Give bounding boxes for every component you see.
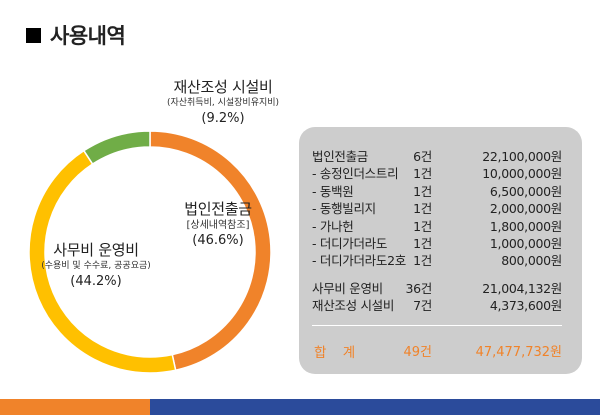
table-row: - 동행빌리지 1건 2,000,000원 — [312, 198, 572, 217]
row-count: 1건 — [413, 218, 432, 234]
row-name: 재산조성 시설비 — [312, 298, 395, 314]
label-office-name: 사무비 운영비 — [53, 241, 139, 259]
label-asset-sub: (자산취득비, 시설장비유지비) — [166, 98, 280, 108]
table-row: 재산조성 시설비 7건 4,373,600원 — [312, 295, 572, 314]
row-name: - 송정인더스트리 — [312, 166, 399, 182]
table-row: - 더디가더라도 1건 1,000,000원 — [312, 233, 572, 251]
table-row: - 더디가더라도2호 1건 800,000원 — [312, 250, 572, 269]
label-corporate-name: 법인전출금 — [184, 200, 252, 218]
row-amount: 1,000,000원 — [489, 235, 562, 251]
table-row: - 송정인더스트리 1건 10,000,000원 — [312, 163, 572, 182]
label-asset: 재산조성 시설비 (자산취득비, 시설장비유지비) (9.2%) — [118, 78, 328, 127]
row-name: - 더디가더라도 — [312, 235, 388, 251]
total-amount: 47,477,732원 — [475, 345, 562, 360]
row-name: - 동백원 — [312, 183, 354, 199]
row-amount: 800,000원 — [501, 253, 562, 269]
table-row: 사무비 운영비 36건 21,004,132원 — [312, 278, 572, 296]
row-count: 7건 — [413, 298, 432, 314]
label-office: 사무비 운영비 (수용비 및 수수료, 공공요금) (44.2%) — [8, 241, 184, 290]
footer-bar-orange — [0, 399, 150, 415]
label-office-pct: (44.2%) — [70, 274, 122, 289]
table-row: 법인전출금 6건 22,100,000원 — [312, 146, 572, 164]
total-row: 합 계 49건 47,477,732원 — [312, 341, 572, 361]
row-amount: 22,100,000원 — [482, 149, 562, 164]
label-corporate-pct: (46.6%) — [192, 233, 244, 248]
usage-summary-panel: 법인전출금 6건 22,100,000원 - 송정인더스트리 1건 10,000… — [299, 127, 582, 374]
row-amount: 6,500,000원 — [489, 183, 562, 199]
usage-table: 법인전출금 6건 22,100,000원 - 송정인더스트리 1건 10,000… — [312, 146, 572, 313]
row-count: 1건 — [413, 253, 432, 269]
row-count: 1건 — [413, 201, 432, 217]
row-count: 36건 — [405, 280, 432, 296]
square-bullet-icon — [26, 27, 41, 43]
total-name: 합 계 — [314, 345, 362, 361]
table-row: - 가나헌 1건 1,800,000원 — [312, 216, 572, 234]
row-count: 6건 — [413, 149, 432, 164]
table-row: - 동백원 1건 6,500,000원 — [312, 181, 572, 199]
row-amount: 1,800,000원 — [489, 218, 562, 234]
row-amount: 21,004,132원 — [482, 280, 562, 296]
row-name: - 가나헌 — [312, 218, 354, 234]
total-count: 49건 — [403, 345, 432, 360]
page-title: 사용내역 — [26, 20, 126, 50]
row-count: 1건 — [413, 166, 432, 182]
label-asset-name: 재산조성 시설비 — [173, 78, 273, 96]
row-amount: 2,000,000원 — [489, 201, 562, 217]
label-office-sub: (수용비 및 수수료, 공공요금) — [41, 261, 151, 271]
row-amount: 4,373,600원 — [489, 298, 562, 314]
label-corporate: 법인전출금 [상세내역참조] (46.6%) — [168, 200, 268, 249]
label-corporate-sub: [상세내역참조] — [186, 220, 250, 231]
row-amount: 10,000,000원 — [482, 166, 562, 182]
table-divider — [312, 325, 562, 326]
row-name: - 더디가더라도2호 — [312, 253, 406, 269]
label-asset-pct: (9.2%) — [201, 111, 245, 126]
footer-bar-blue — [150, 399, 600, 415]
row-count: 1건 — [413, 183, 432, 199]
row-count: 1건 — [413, 235, 432, 251]
row-name: 사무비 운영비 — [312, 280, 383, 296]
row-name: 법인전출금 — [312, 149, 369, 164]
page-title-text: 사용내역 — [50, 24, 126, 48]
row-name: - 동행빌리지 — [312, 201, 376, 217]
donut-slice-2 — [82, 130, 151, 166]
